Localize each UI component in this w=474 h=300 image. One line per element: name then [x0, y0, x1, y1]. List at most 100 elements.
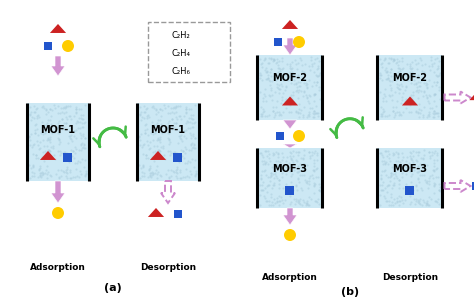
Point [312, 73, 319, 77]
Point [387, 194, 394, 199]
Point [392, 110, 399, 115]
Point [433, 166, 440, 171]
Point [385, 60, 393, 65]
Point [61, 106, 69, 110]
Point [156, 118, 164, 123]
Point [80, 124, 87, 129]
Point [420, 152, 428, 157]
Point [267, 171, 274, 176]
Point [296, 83, 304, 88]
Point [406, 194, 414, 199]
Point [416, 83, 424, 88]
Point [66, 103, 74, 108]
Point [425, 194, 433, 199]
Point [293, 85, 301, 90]
Point [398, 168, 405, 173]
Point [383, 159, 390, 164]
Point [40, 105, 48, 110]
Point [46, 106, 54, 111]
Point [172, 105, 180, 110]
Point [40, 103, 47, 108]
Point [183, 173, 191, 178]
Point [273, 60, 281, 65]
Point [377, 111, 385, 116]
Point [401, 98, 409, 103]
Point [389, 202, 397, 207]
Point [66, 167, 74, 172]
Point [428, 62, 436, 67]
Point [312, 83, 320, 88]
Point [277, 168, 285, 173]
Point [430, 60, 438, 65]
Point [378, 61, 385, 65]
Point [287, 173, 295, 178]
Point [149, 171, 157, 176]
Point [138, 174, 146, 178]
Point [266, 69, 274, 74]
Point [398, 113, 405, 118]
Point [290, 197, 298, 202]
Point [421, 61, 429, 66]
Point [60, 105, 67, 110]
Point [268, 191, 275, 196]
Point [397, 159, 404, 164]
Point [82, 171, 90, 176]
Point [376, 71, 384, 76]
Point [430, 111, 438, 116]
Point [147, 171, 155, 176]
Point [46, 172, 54, 177]
Point [66, 134, 74, 139]
Point [154, 147, 162, 152]
Point [190, 165, 198, 170]
Point [191, 158, 199, 163]
Point [419, 70, 427, 75]
Point [293, 158, 301, 163]
Point [394, 63, 402, 68]
Point [409, 98, 417, 103]
Point [187, 112, 194, 117]
Point [38, 104, 46, 109]
Point [72, 121, 80, 126]
Point [263, 173, 270, 178]
Point [313, 158, 320, 162]
Point [295, 102, 303, 107]
Bar [405, 185, 414, 194]
Point [395, 66, 403, 71]
Point [265, 60, 273, 65]
Point [426, 106, 434, 111]
Point [298, 172, 306, 177]
Point [402, 172, 410, 176]
Point [428, 153, 436, 158]
Point [427, 94, 434, 98]
Point [265, 112, 273, 117]
Point [72, 128, 79, 133]
Point [190, 134, 197, 138]
Point [398, 98, 406, 103]
Point [286, 149, 294, 154]
Point [64, 156, 71, 161]
Point [190, 132, 197, 136]
Point [149, 131, 157, 136]
Polygon shape [51, 181, 65, 203]
Point [415, 169, 422, 174]
Point [281, 198, 289, 203]
Point [303, 85, 311, 90]
Point [291, 167, 298, 172]
Point [400, 91, 407, 95]
Point [270, 172, 277, 176]
Point [166, 111, 173, 116]
Bar [27, 103, 89, 181]
Point [142, 107, 149, 112]
Point [395, 186, 403, 190]
Point [275, 110, 283, 115]
Point [423, 96, 430, 101]
Point [301, 177, 309, 182]
Point [298, 78, 305, 83]
Point [175, 156, 182, 161]
Point [176, 136, 183, 141]
Point [412, 196, 420, 201]
Point [273, 163, 281, 168]
Point [294, 153, 302, 158]
Point [311, 181, 319, 186]
Point [382, 94, 389, 98]
